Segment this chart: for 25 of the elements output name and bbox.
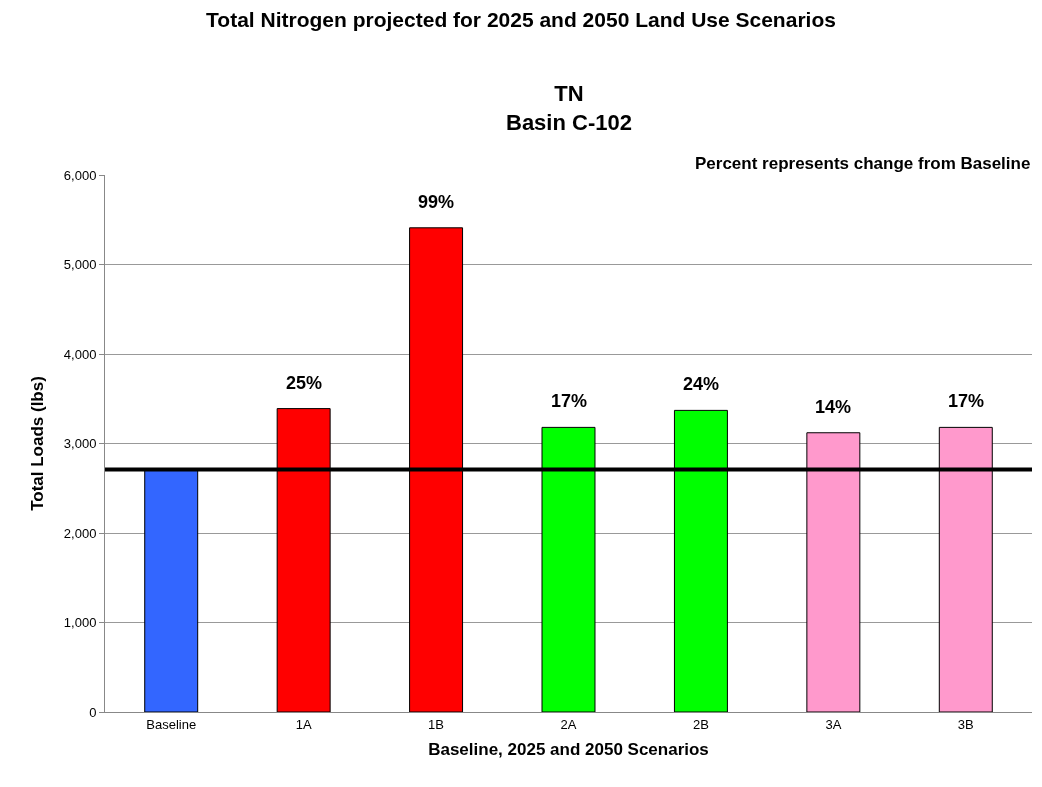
y-axis-title: Total Loads (lbs) <box>28 376 48 511</box>
y-tick-label: 4,000 <box>63 346 97 362</box>
x-tick-label: 1A <box>295 716 312 732</box>
x-tick-label: Baseline <box>146 716 197 732</box>
x-axis-title: Baseline, 2025 and 2050 Scenarios <box>428 740 709 759</box>
x-tick-label: 1B <box>428 716 445 732</box>
annotation: 25% <box>286 373 323 393</box>
annotation: 14% <box>815 397 852 417</box>
x-tick-label: 2B <box>692 716 709 732</box>
y-tick-label: 0 <box>89 704 97 720</box>
x-tick-label: 3A <box>825 716 842 732</box>
chart-title: Total Nitrogen projected for 2025 and 2050 Land Use Scenarios <box>206 7 836 31</box>
x-tick-label: 3B <box>957 716 974 732</box>
y-tick-label: 5,000 <box>63 257 97 273</box>
annotation: 17% <box>551 391 588 411</box>
y-tick-label: 2,000 <box>63 525 97 541</box>
chart-subtitle: TN Basin C-102 <box>506 81 632 135</box>
y-tick-label: 1,000 <box>63 615 97 631</box>
y-tick-label: 3,000 <box>63 436 97 452</box>
annotation: 99% <box>418 192 455 212</box>
annotation: 17% <box>948 391 985 411</box>
annotation: 24% <box>683 374 720 394</box>
text: Percent represents change from Baseline <box>695 154 1031 173</box>
x-tick-label: 2A <box>560 716 577 732</box>
y-tick-label: 6,000 <box>63 167 97 183</box>
